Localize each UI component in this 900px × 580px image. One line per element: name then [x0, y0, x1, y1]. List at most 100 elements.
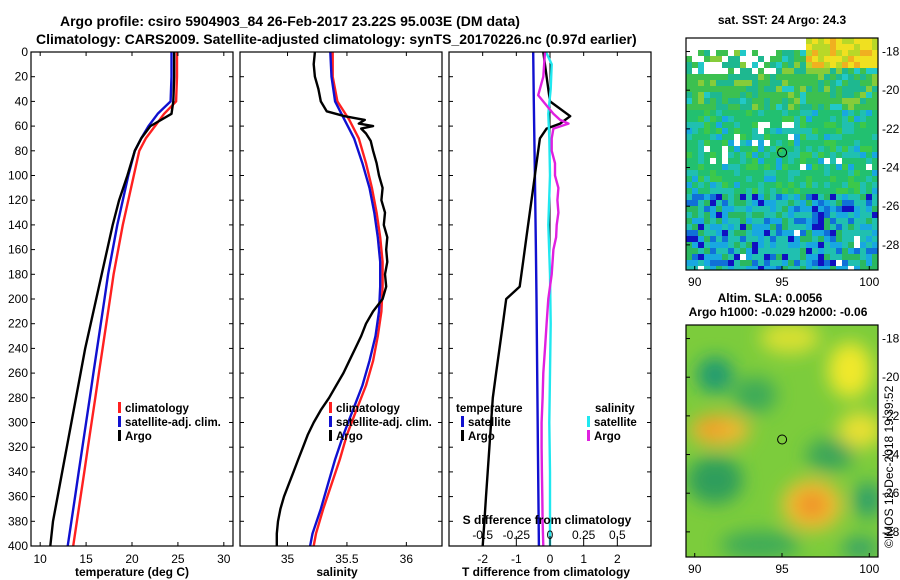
sst-map-cell: [686, 248, 693, 255]
sst-map-cell: [722, 62, 729, 69]
sst-map-cell: [872, 140, 878, 147]
sst-map-cell: [758, 158, 765, 165]
sst-map-cell: [734, 44, 741, 51]
sst-map-cell: [830, 80, 837, 87]
sst-map-cell: [740, 266, 747, 270]
sst-map-cell: [800, 86, 807, 93]
sst-map-cell: [812, 218, 819, 225]
sst-map-cell: [764, 182, 771, 189]
sst-map-cell: [740, 44, 747, 51]
sst-map-cell: [824, 260, 831, 267]
sst-map-cell: [842, 260, 849, 267]
sst-map-cell: [812, 74, 819, 81]
sst-map-cell: [716, 152, 723, 159]
sst-map-cell: [824, 218, 831, 225]
sst-map-cell: [800, 254, 807, 261]
sst-map-cell: [764, 200, 771, 207]
sst-map-cell: [842, 242, 849, 249]
sst-map-cell: [746, 266, 753, 270]
sst-map-cell: [770, 56, 777, 63]
sst-map-cell: [776, 164, 783, 171]
sst-map-cell: [806, 176, 813, 183]
sst-map-cell: [854, 140, 861, 147]
sst-map-cell: [866, 242, 873, 249]
sst-map-cell: [848, 110, 855, 117]
sst-map-cell: [776, 38, 783, 45]
sst-map-cell: [806, 128, 813, 135]
sst-map-cell: [836, 188, 843, 195]
sst-map-cell: [704, 104, 711, 111]
sst-map-cell: [698, 206, 705, 213]
sst-map-cell: [740, 212, 747, 219]
sst-map-cell: [812, 98, 819, 105]
sst-map-cell: [752, 236, 759, 243]
sst-map-cell: [752, 80, 759, 87]
sst-map-cell: [764, 248, 771, 255]
sst-map-cell: [782, 62, 789, 69]
sst-map-cell: [728, 224, 735, 231]
sst-map-cell: [824, 188, 831, 195]
sst-map-cell: [752, 122, 759, 129]
sst-map-cell: [776, 86, 783, 93]
sst-map-cell: [812, 230, 819, 237]
sst-map-cell: [776, 176, 783, 183]
sst-map-cell: [854, 266, 861, 270]
sst-map-cell: [704, 74, 711, 81]
sla-map-lat-tick-label: -24: [882, 448, 900, 462]
sst-map-cell: [806, 194, 813, 201]
sst-map-cell: [722, 116, 729, 123]
sst-map-cell: [722, 80, 729, 87]
sst-map-cell: [782, 206, 789, 213]
sst-map-cell: [752, 62, 759, 69]
sst-map-cell: [692, 182, 699, 189]
sst-map-cell: [710, 104, 717, 111]
sst-map-cell: [710, 146, 717, 153]
sst-map-cell: [818, 224, 825, 231]
sst-map-cell: [686, 194, 693, 201]
sst-map-cell: [776, 212, 783, 219]
sst-map-cell: [842, 122, 849, 129]
sst-map-cell: [872, 170, 878, 177]
sst-map-cell: [812, 224, 819, 231]
sst-map-cell: [788, 242, 795, 249]
sst-map-title: sat. SST: 24 Argo: 24.3: [718, 13, 847, 27]
sst-map-cell: [824, 248, 831, 255]
sst-map-cell: [734, 218, 741, 225]
sst-map-cell: [734, 104, 741, 111]
sst-map-cell: [740, 206, 747, 213]
sst-map-cell: [782, 92, 789, 99]
sst-map-cell: [686, 140, 693, 147]
sst-map-cell: [740, 200, 747, 207]
sst-map-cell: [692, 116, 699, 123]
depth-tick-label: 0: [21, 45, 28, 59]
sst-map-cell: [848, 50, 855, 57]
sst-map-cell: [704, 146, 711, 153]
sst-map-cell: [800, 230, 807, 237]
sst-map-cell: [740, 50, 747, 57]
sst-map-cell: [872, 164, 878, 171]
sst-map-cell: [806, 146, 813, 153]
sst-map-cell: [740, 140, 747, 147]
sst-map-cell: [698, 38, 705, 45]
sst-map-cell: [848, 248, 855, 255]
sst-map-cell: [734, 134, 741, 141]
sst-map-cell: [818, 38, 825, 45]
sst-map-cell: [854, 218, 861, 225]
sst-map-cell: [734, 146, 741, 153]
sst-map-cell: [776, 218, 783, 225]
sst-map-cell: [722, 134, 729, 141]
sst-map-cell: [716, 212, 723, 219]
sst-map-cell: [788, 254, 795, 261]
sst-map-cell: [752, 212, 759, 219]
sst-map-cell: [794, 200, 801, 207]
sst-map-cell: [842, 146, 849, 153]
sst-map-cell: [824, 50, 831, 57]
sst-map-cell: [728, 212, 735, 219]
sst-map-cell: [872, 236, 878, 243]
sst-map-cell: [698, 152, 705, 159]
sst-map-cell: [722, 38, 729, 45]
sst-map-cell: [734, 98, 741, 105]
sst-map-cell: [824, 68, 831, 75]
sst-map-cell: [722, 152, 729, 159]
sst-map-cell: [704, 236, 711, 243]
